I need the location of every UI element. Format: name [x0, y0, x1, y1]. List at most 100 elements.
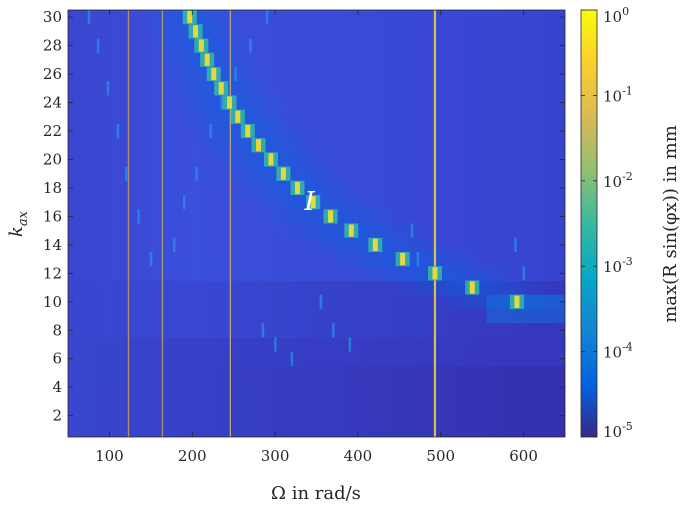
heatmap-row-k2 [68, 408, 565, 424]
trace-e-cell-0 [410, 223, 414, 238]
resonance-peak-k25 [218, 82, 224, 95]
colorbar-tick-exp-2: -3 [622, 255, 633, 268]
y-axis-label: kax [6, 210, 31, 237]
colorbar-tick-base-4: 10 [603, 87, 622, 105]
resonance-peak-k15 [348, 224, 354, 237]
heatmap-row-k29 [68, 24, 565, 39]
resonance-curve [182, 10, 524, 309]
heatmap-row-k5 [68, 365, 565, 381]
y-tick-label-30: 30 [43, 8, 62, 26]
trace-c-cell-2 [290, 351, 294, 366]
y-tick-label-10: 10 [43, 293, 62, 311]
resonance-peak-k12 [432, 267, 438, 280]
trace-b-cell-6 [182, 195, 186, 210]
x-axis-ticks: 100 200 300 400 500 600 [95, 10, 538, 465]
trace-b-cell-0 [265, 10, 269, 25]
resonance-peak-k14 [372, 238, 378, 251]
colorbar-tick-base-5: 10 [603, 8, 622, 26]
colorbar-tick-exp-4: -1 [622, 84, 633, 97]
trace-b-cell-1 [249, 38, 252, 53]
colorbar-tick-base-1: 10 [603, 344, 622, 362]
heatmap-row-k22 [68, 123, 565, 139]
heatmap-row-k9 [68, 308, 565, 324]
heatmap-row-k1 [68, 422, 565, 437]
colorbar-label: max(R sin(φx)) in mm [660, 125, 681, 323]
x-tick-label-500: 500 [426, 447, 455, 465]
y-tick-label-24: 24 [43, 94, 62, 112]
trace-a-cell-0 [87, 10, 91, 25]
y-tick-label-14: 14 [43, 236, 62, 254]
resonance-peak-k22 [245, 124, 251, 138]
colorbar-tick-exp-5: 0 [622, 5, 629, 18]
y-tick-label-16: 16 [43, 207, 62, 225]
trace-b-cell-2 [234, 66, 237, 82]
y-tick-label-12: 12 [43, 264, 62, 282]
heatmap-row-k3 [68, 394, 565, 410]
trace-b-cell-3 [220, 95, 223, 110]
resonance-peak-k23 [235, 110, 241, 123]
resonance-peak-k26 [211, 67, 217, 81]
trace-a-cell-4 [124, 166, 128, 181]
resonance-peak-k29 [193, 25, 199, 38]
vertical-resonance-lines [127, 10, 437, 437]
x-tick-label-400: 400 [344, 447, 373, 465]
heatmap-row-k13 [68, 251, 565, 267]
x-tick-label-300: 300 [261, 447, 290, 465]
faint-mode-traces [87, 10, 526, 366]
x-tick-label-600: 600 [509, 447, 538, 465]
resonance-peak-k19 [280, 167, 286, 180]
annotation-label: I [303, 187, 315, 217]
y-tick-label-8: 8 [52, 321, 62, 339]
resonance-peak-k30 [187, 11, 193, 24]
heatmap-row-k7 [68, 337, 565, 353]
x-axis-label: Ω in rad/s [271, 483, 361, 504]
y-tick-label-20: 20 [43, 150, 62, 168]
trace-d-cell-1 [332, 323, 335, 338]
trace-a-cell-6 [149, 251, 153, 267]
y-tick-label-26: 26 [43, 65, 62, 83]
y-tick-label-4: 4 [52, 378, 62, 396]
heatmap-row-k8 [68, 323, 565, 338]
heatmap-row-k23 [68, 109, 565, 125]
resonance-peak-k16 [328, 210, 334, 223]
colorbar-tick-exp-3: -2 [622, 170, 633, 183]
heatmap-row-k27 [68, 52, 565, 68]
y-tick-label-18: 18 [43, 179, 62, 197]
plot-frame [67, 9, 566, 438]
heatmap-row-k6 [68, 351, 565, 367]
heatmap-row-k30 [68, 10, 565, 25]
resonance-peak-k20 [268, 153, 274, 166]
trace-a-cell-5 [137, 209, 140, 224]
x-tick-label-100: 100 [95, 447, 124, 465]
resonance-peak-k13 [400, 252, 406, 266]
heatmap-row-k4 [68, 380, 565, 395]
colorbar-tick-exp-0: -5 [622, 420, 633, 433]
colorbar-tick-label-3: 10-2 [603, 170, 633, 191]
resonance-peak-k17 [310, 196, 316, 209]
x-tick-label-200: 200 [178, 447, 207, 465]
colorbar [580, 9, 598, 438]
trace-b-cell-7 [173, 237, 176, 252]
y-tick-label-6: 6 [52, 350, 62, 368]
resonance-peak-k21 [256, 139, 262, 152]
heatmap-row-k28 [68, 38, 565, 54]
trace-b-cell-5 [195, 166, 198, 181]
colorbar-tick-exp-1: -4 [622, 341, 633, 354]
colorbar-tick-base-2: 10 [603, 258, 622, 276]
y-tick-label-2: 2 [52, 407, 62, 425]
y-axis-label-sub: ax [16, 210, 31, 226]
resonance-peak-k24 [227, 96, 233, 109]
colorbar-tick-label-2: 10-3 [603, 255, 633, 276]
trace-d-cell-0 [319, 294, 323, 309]
trace-e-cell-1 [416, 251, 420, 267]
y-tick-label-22: 22 [43, 122, 62, 140]
trace-f-cell-0 [514, 237, 517, 252]
trace-d-cell-2 [348, 337, 352, 352]
colorbar-tick-base-3: 10 [603, 173, 622, 191]
heatmap-row-k24 [68, 95, 565, 111]
trace-a-cell-3 [116, 123, 120, 139]
colorbar-tick-label-4: 10-1 [603, 84, 633, 105]
colorbar-tick-label-0: 10-5 [603, 420, 633, 441]
